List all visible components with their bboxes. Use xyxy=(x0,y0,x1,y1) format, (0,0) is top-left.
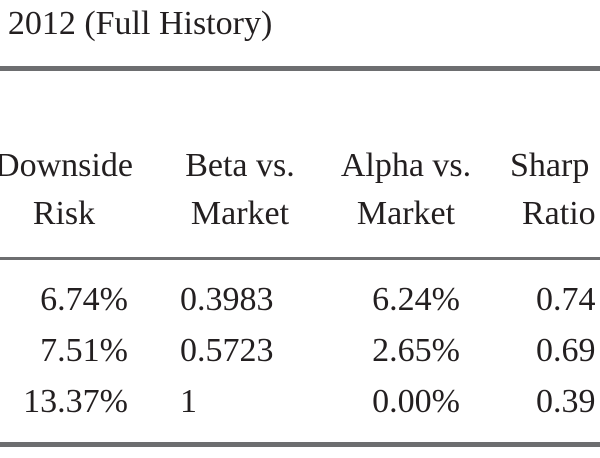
header-sharpe-ratio: Sharp Ratio xyxy=(510,142,600,238)
header-downside-line1: Downside xyxy=(0,147,133,184)
header-rule xyxy=(0,257,600,260)
header-alpha-line1: Alpha vs. xyxy=(340,147,472,184)
header-downside-risk: Downside Risk xyxy=(0,142,148,238)
cell-alpha: 2.65% xyxy=(372,332,460,369)
cell-beta: 1 xyxy=(180,383,197,420)
cell-alpha: 6.24% xyxy=(372,281,460,318)
header-beta-line1: Beta vs. xyxy=(185,147,295,184)
cell-downside-risk: 13.37% xyxy=(23,383,128,420)
header-sharpe-line2: Ratio xyxy=(522,195,596,232)
cell-sharpe: 0.74 xyxy=(536,281,596,318)
cell-alpha: 0.00% xyxy=(372,383,460,420)
header-beta-vs-market: Beta vs. Market xyxy=(172,142,308,238)
header-downside-line2: Risk xyxy=(32,195,96,232)
cell-beta: 0.5723 xyxy=(180,332,274,369)
cell-sharpe: 0.69 xyxy=(536,332,596,369)
table-title: r 2012 (Full History) xyxy=(0,5,273,42)
cell-beta: 0.3983 xyxy=(180,281,274,318)
header-beta-line2: Market xyxy=(190,195,290,232)
cell-downside-risk: 7.51% xyxy=(40,332,128,369)
header-alpha-line2: Market xyxy=(356,195,456,232)
header-alpha-vs-market: Alpha vs. Market xyxy=(330,142,482,238)
top-rule xyxy=(0,66,600,71)
cell-sharpe: 0.39 xyxy=(536,383,596,420)
cell-downside-risk: 6.74% xyxy=(40,281,128,318)
header-sharpe-line1: Sharp xyxy=(510,147,590,184)
bottom-rule xyxy=(0,442,600,447)
